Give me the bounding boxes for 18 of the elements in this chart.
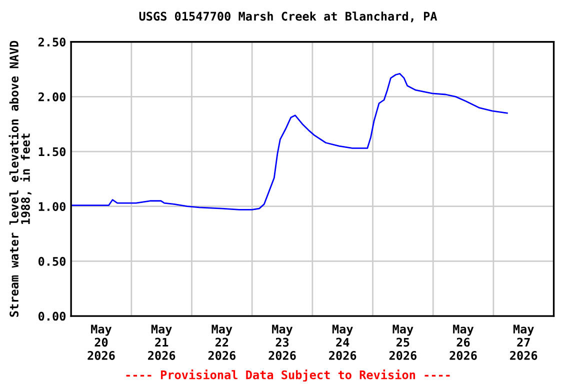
x-tick-label: May 20 2026 [88,324,115,360]
x-tick-label: May 27 2026 [510,324,538,360]
y-axis-title: Stream water level elevation above NAVD 1988, in feet [8,40,32,317]
y-tick-label: 1.00 [38,202,66,212]
x-tick-label: May 22 2026 [208,324,236,360]
y-tick-label: 0.00 [38,312,66,321]
line-series [71,72,508,210]
text: ---- Provisional Data Subject to Revision ---- [126,370,450,382]
chart-title: USGS 01547700 Marsh Creek at Blanchard, PA [139,12,438,22]
y-tick-label: 1.50 [38,147,66,156]
x-tick-label: May 26 2026 [450,324,477,360]
y-tick-label: 2.50 [38,38,66,47]
x-tick-label: May 25 2026 [389,324,416,360]
x-tick-label: May 21 2026 [148,324,176,360]
x-tick-label: May 24 2026 [329,324,356,360]
y-tick-label: 0.50 [38,256,66,266]
y-tick-label: 2.00 [38,92,66,102]
x-tick-label: May 23 2026 [268,324,296,360]
